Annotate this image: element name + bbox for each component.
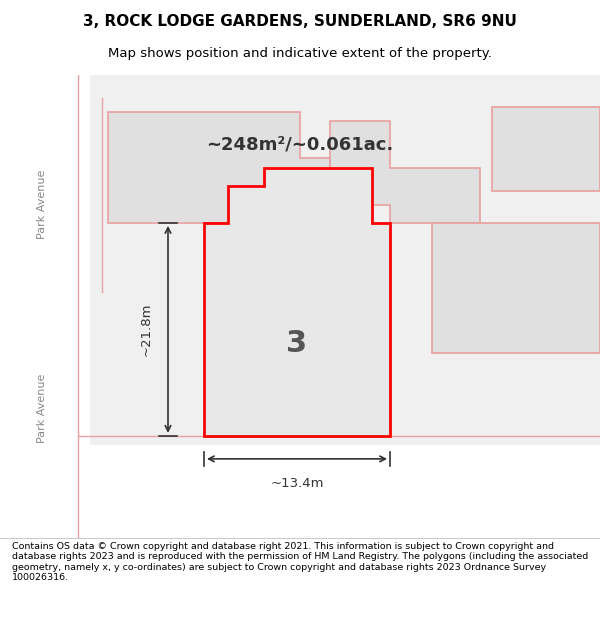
Text: 3, ROCK LODGE GARDENS, SUNDERLAND, SR6 9NU: 3, ROCK LODGE GARDENS, SUNDERLAND, SR6 9… [83, 14, 517, 29]
Text: Park Avenue: Park Avenue [37, 170, 47, 239]
Text: ~13.4m: ~13.4m [270, 478, 324, 491]
Text: 3: 3 [286, 329, 308, 357]
Text: ~21.8m: ~21.8m [140, 302, 153, 356]
Polygon shape [330, 121, 480, 223]
Text: Park Avenue: Park Avenue [37, 373, 47, 442]
Polygon shape [432, 223, 600, 352]
Polygon shape [108, 112, 330, 223]
Text: Map shows position and indicative extent of the property.: Map shows position and indicative extent… [108, 48, 492, 61]
Text: Contains OS data © Crown copyright and database right 2021. This information is : Contains OS data © Crown copyright and d… [12, 542, 588, 582]
Polygon shape [492, 107, 600, 191]
Polygon shape [78, 445, 600, 538]
Polygon shape [0, 75, 90, 538]
Text: ~248m²/~0.061ac.: ~248m²/~0.061ac. [206, 136, 394, 153]
Polygon shape [204, 168, 390, 436]
